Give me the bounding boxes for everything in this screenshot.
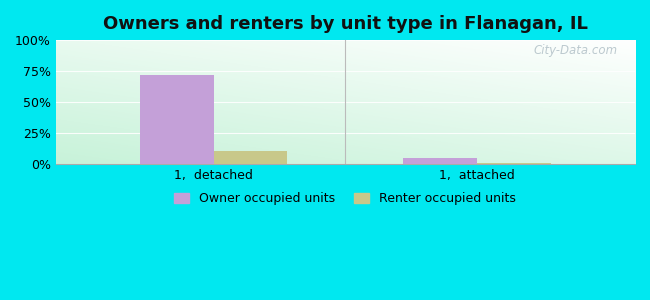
Legend: Owner occupied units, Renter occupied units: Owner occupied units, Renter occupied un…: [170, 187, 521, 210]
Text: City-Data.com: City-Data.com: [534, 44, 618, 57]
Bar: [403, 158, 477, 164]
Bar: [140, 75, 214, 164]
Bar: [214, 151, 287, 164]
Bar: [477, 163, 551, 164]
Title: Owners and renters by unit type in Flanagan, IL: Owners and renters by unit type in Flana…: [103, 15, 588, 33]
